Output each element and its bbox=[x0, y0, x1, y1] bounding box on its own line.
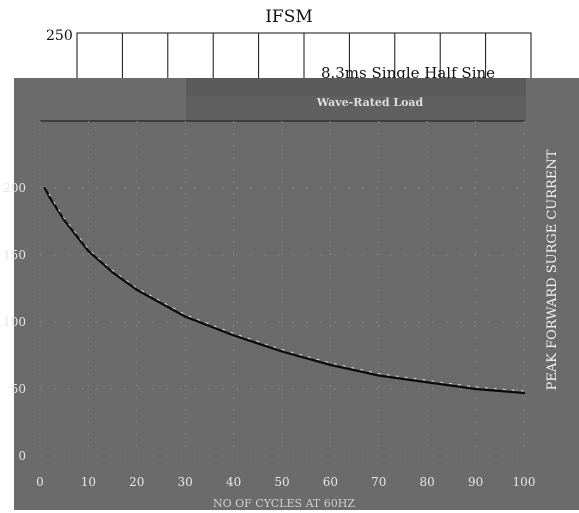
series-point bbox=[280, 350, 284, 353]
series-point bbox=[329, 363, 332, 367]
series-point bbox=[426, 381, 429, 384]
chart-title: IFSM bbox=[265, 7, 313, 27]
y-top-label: 250 bbox=[46, 28, 73, 44]
x-tick-label: 20 bbox=[129, 475, 144, 489]
x-tick-label: 0 bbox=[36, 475, 44, 489]
y-axis-label: PEAK FORWARD SURGE CURRENT bbox=[545, 149, 560, 390]
y-tick-label: 150 bbox=[3, 248, 26, 262]
x-tick-label: 100 bbox=[513, 475, 536, 489]
series-point bbox=[232, 334, 235, 337]
x-tick-label: 50 bbox=[274, 475, 289, 489]
x-tick-label: 60 bbox=[323, 475, 338, 489]
x-tick-labels: 0 10 20 30 40 50 60 70 80 90 100 bbox=[36, 475, 535, 489]
annotation-panel-lower bbox=[186, 96, 526, 120]
y-tick-labels: 0 50 100 150 200 bbox=[3, 181, 26, 463]
series-group bbox=[43, 185, 526, 395]
x-tick-label: 10 bbox=[81, 475, 96, 489]
series-point bbox=[474, 387, 477, 391]
y-tick-label: 100 bbox=[3, 315, 26, 329]
series-point bbox=[43, 186, 47, 190]
series-point bbox=[184, 315, 187, 318]
annotation-panel bbox=[186, 78, 526, 96]
series-point bbox=[87, 249, 90, 253]
y-tick-label: 0 bbox=[18, 449, 26, 463]
series-point bbox=[522, 391, 526, 395]
series-point bbox=[135, 288, 138, 292]
x-tick-label: 30 bbox=[178, 475, 193, 489]
x-tick-label: 80 bbox=[420, 475, 435, 489]
x-axis-label: NO OF CYCLES AT 60HZ bbox=[213, 497, 355, 510]
x-tick-label: 40 bbox=[226, 475, 241, 489]
x-tick-label: 70 bbox=[371, 475, 386, 489]
annotation-line2: Wave-Rated Load bbox=[316, 96, 424, 109]
y-tick-label: 50 bbox=[11, 382, 26, 396]
y-tick-label: 200 bbox=[3, 181, 26, 195]
series-point bbox=[62, 218, 66, 222]
series-point bbox=[377, 374, 380, 377]
top-band bbox=[0, 0, 579, 80]
series-point bbox=[111, 271, 114, 274]
series-point bbox=[48, 196, 51, 199]
plot-background bbox=[14, 78, 579, 510]
x-tick-label: 90 bbox=[468, 475, 483, 489]
series-line bbox=[43, 187, 525, 395]
annotation-line1: 8.3ms Single Half Sine bbox=[321, 64, 495, 82]
